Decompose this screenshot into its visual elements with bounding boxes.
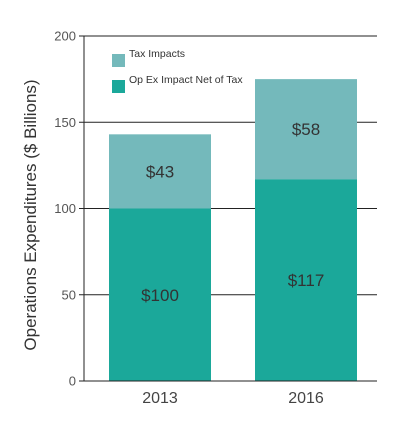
y-tick-label: 200	[54, 29, 76, 44]
x-tick-label: 2016	[288, 390, 324, 407]
y-tick-label: 150	[54, 115, 76, 130]
data-label: $43	[146, 162, 174, 181]
legend-swatch	[112, 54, 125, 67]
y-tick-label: 50	[62, 287, 76, 302]
legend-swatch	[112, 80, 125, 93]
y-axis-label: Operations Expenditures ($ Billions)	[21, 79, 40, 350]
bar-opex-2013	[109, 208, 211, 381]
y-tick-label: 0	[69, 374, 76, 389]
legend-label: Tax Impacts	[129, 48, 185, 60]
legend-label: Op Ex Impact Net of Tax	[129, 74, 243, 86]
bar-tax-2013	[109, 134, 211, 209]
data-label: $58	[292, 120, 320, 139]
data-labels: $100 $43 $117 $58	[141, 120, 324, 305]
x-tick-label: 2013	[142, 390, 178, 407]
axes: 0 50 100 150 200 2013 2016	[54, 29, 377, 407]
data-label: $100	[141, 286, 179, 305]
y-tick-label: 100	[54, 201, 76, 216]
bar-tax-2016	[255, 79, 357, 180]
bars	[109, 79, 357, 381]
legend: Tax Impacts Op Ex Impact Net of Tax	[112, 48, 243, 93]
bar-opex-2016	[255, 179, 357, 381]
data-label: $117	[288, 271, 325, 290]
